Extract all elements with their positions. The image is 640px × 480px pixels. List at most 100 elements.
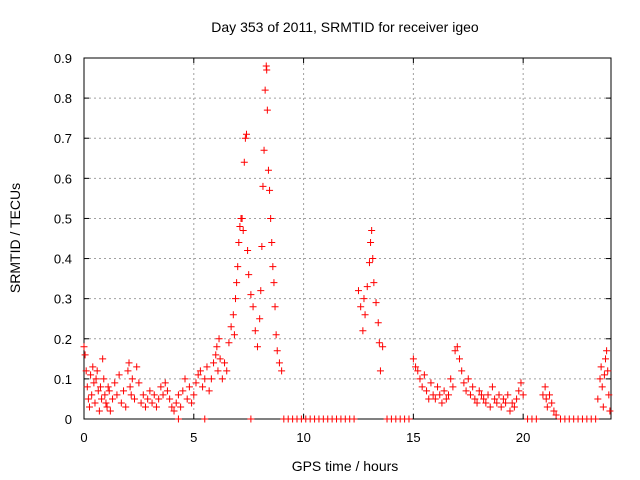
data-point (205, 387, 213, 395)
data-point (365, 259, 373, 267)
data-point (100, 375, 108, 383)
data-point (84, 395, 92, 403)
data-point (546, 391, 554, 399)
data-point (185, 383, 193, 391)
data-point (115, 371, 123, 379)
data-point (502, 399, 510, 407)
data-point (183, 395, 191, 403)
data-point (451, 347, 459, 355)
y-tick-label: 0.6 (54, 171, 72, 186)
data-point (128, 375, 136, 383)
y-tick-label: 0.9 (54, 51, 72, 66)
x-tick-label: 0 (80, 430, 87, 445)
data-point (431, 395, 439, 403)
data-point (163, 387, 171, 395)
data-point (244, 247, 252, 255)
data-point (111, 379, 119, 387)
grid-layer (84, 58, 611, 419)
data-point (235, 239, 243, 247)
data-point (96, 383, 104, 391)
y-tick-label: 0.1 (54, 372, 72, 387)
data-point (122, 403, 130, 411)
data-point (83, 383, 91, 391)
data-point (449, 383, 457, 391)
data-point (471, 395, 479, 403)
data-point (223, 367, 231, 375)
data-point (357, 303, 365, 311)
data-point (370, 279, 378, 287)
data-point (105, 387, 113, 395)
data-point (541, 383, 549, 391)
data-point (179, 387, 187, 395)
data-point (113, 391, 121, 399)
data-point (249, 303, 257, 311)
data-point (152, 403, 160, 411)
data-point (92, 375, 100, 383)
y-tick-label: 0.7 (54, 131, 72, 146)
data-point (367, 239, 375, 247)
data-point (278, 367, 286, 375)
y-tick-label: 0.3 (54, 292, 72, 307)
data-point (159, 391, 167, 399)
data-point (269, 263, 277, 271)
data-point (482, 399, 490, 407)
data-point (146, 387, 154, 395)
data-point (170, 407, 178, 415)
data-point (215, 335, 223, 343)
data-point (241, 134, 249, 142)
data-point (261, 86, 269, 94)
data-point (491, 395, 499, 403)
data-point (89, 363, 97, 371)
data-point (258, 243, 266, 251)
data-point (361, 311, 369, 319)
data-point (447, 375, 455, 383)
data-point (82, 367, 90, 375)
data-point (597, 363, 605, 371)
data-point (414, 367, 422, 375)
data-point (598, 383, 606, 391)
data-point (515, 387, 523, 395)
data-point (436, 391, 444, 399)
data-point (374, 319, 382, 327)
data-point (275, 359, 283, 367)
data-point (172, 399, 180, 407)
data-point (125, 359, 133, 367)
data-point (600, 371, 608, 379)
data-point (221, 359, 229, 367)
data-point (270, 279, 278, 287)
data-point (477, 391, 485, 399)
data-point (109, 395, 117, 403)
data-point (266, 186, 274, 194)
data-point (168, 403, 176, 411)
data-point (510, 403, 518, 411)
y-tick-label: 0.5 (54, 211, 72, 226)
data-point (606, 407, 614, 415)
data-point (236, 222, 244, 230)
data-point (240, 158, 248, 166)
data-point (213, 343, 221, 351)
tick-layer: 0 0.1 0.2 0.3 0.4 0.5 0.6 0.7 0.8 0.9 0 5 10 15 20 (54, 51, 611, 445)
data-point (263, 106, 271, 114)
data-point (427, 379, 435, 387)
data-point (139, 391, 147, 399)
data-point (103, 403, 111, 411)
data-point (201, 375, 209, 383)
data-point (233, 279, 241, 287)
data-point (368, 226, 376, 234)
y-tick-label: 0.2 (54, 332, 72, 347)
data-point (466, 391, 474, 399)
data-point-zero (174, 415, 182, 423)
x-tick-label: 10 (296, 430, 310, 445)
data-point (225, 339, 233, 347)
data-point (420, 371, 428, 379)
data-point (359, 327, 367, 335)
data-point (499, 395, 507, 403)
y-tick-label: 0.8 (54, 91, 72, 106)
data-point (425, 395, 433, 403)
data-point (117, 399, 125, 407)
data-point (131, 395, 139, 403)
data-point (423, 387, 431, 395)
data-point (181, 375, 189, 383)
data-point (473, 399, 481, 407)
data-point (135, 379, 143, 387)
